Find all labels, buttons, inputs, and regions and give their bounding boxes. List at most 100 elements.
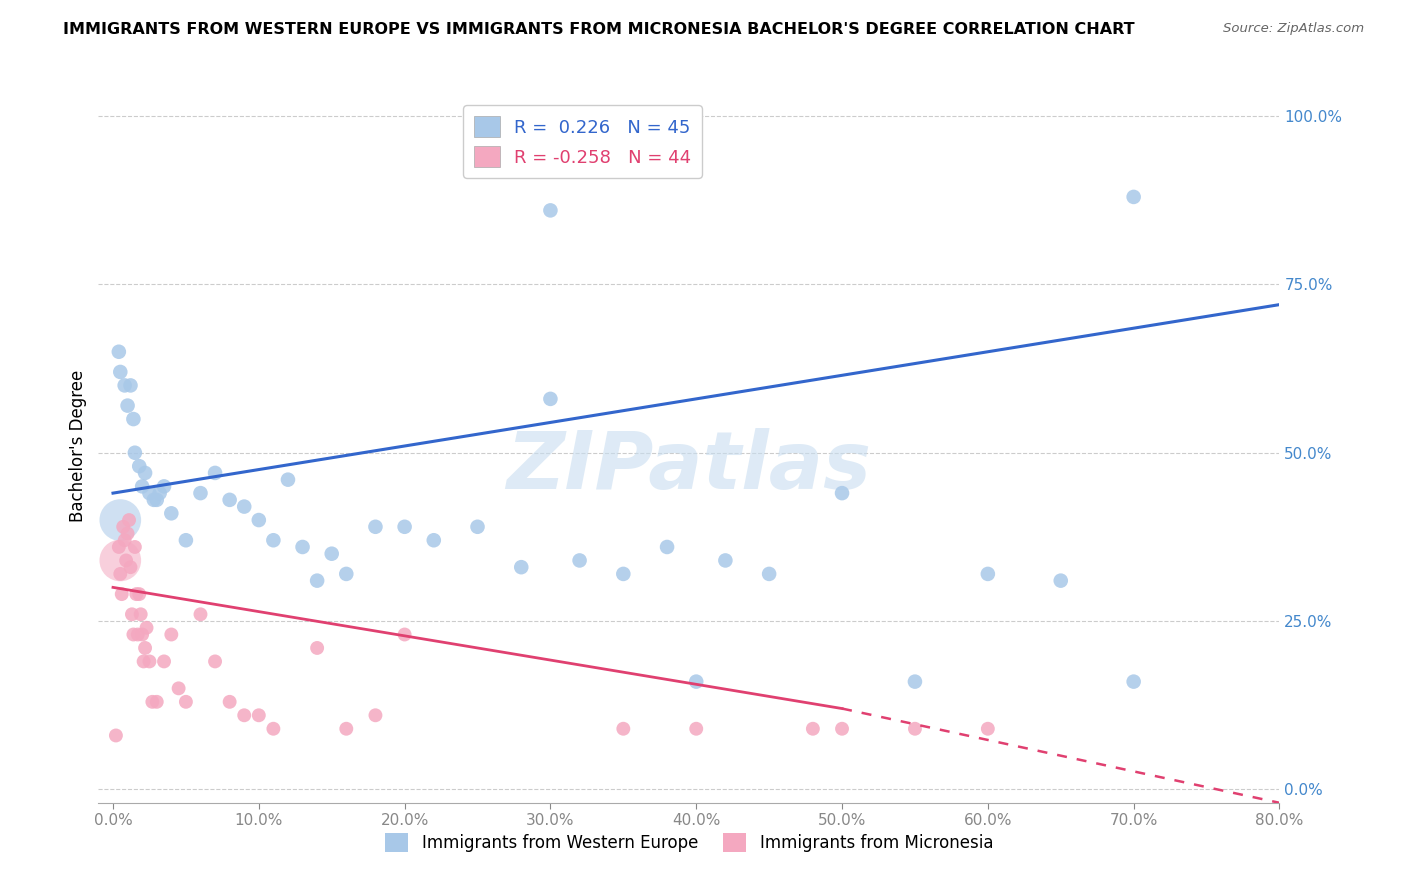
Point [190,607,212,622]
Point [627,109,650,123]
Point [321,547,343,561]
Point [129,607,152,622]
Point [138,655,160,669]
Point [117,526,139,541]
Point [110,365,132,379]
Point [335,722,357,736]
Point [233,500,256,514]
Point [364,520,387,534]
Point [977,722,1000,736]
Point [204,655,226,669]
Point [467,520,489,534]
Point [124,540,146,554]
Point [174,533,197,548]
Point [149,486,172,500]
Point [128,587,150,601]
Point [218,492,240,507]
Point [685,722,707,736]
Point [121,607,143,622]
Point [247,513,270,527]
Point [307,574,329,588]
Point [141,695,163,709]
Point [977,566,1000,581]
Point [160,627,183,641]
Point [335,566,357,581]
Point [117,399,139,413]
Point [291,540,314,554]
Y-axis label: Bachelor's Degree: Bachelor's Degree [69,370,87,522]
Point [364,708,387,723]
Point [218,695,240,709]
Point [120,560,142,574]
Point [110,553,132,567]
Point [831,722,853,736]
Point [641,116,664,130]
Point [114,378,136,392]
Point [394,627,416,641]
Point [174,695,197,709]
Point [110,566,132,581]
Point [247,708,270,723]
Point [112,520,135,534]
Point [904,722,927,736]
Text: ZIPatlas: ZIPatlas [506,428,872,507]
Point [394,520,416,534]
Point [118,513,141,527]
Point [122,412,145,426]
Point [167,681,190,696]
Point [142,492,165,507]
Point [131,627,153,641]
Point [145,492,167,507]
Point [831,486,853,500]
Point [262,533,284,548]
Point [124,446,146,460]
Point [138,486,160,500]
Text: IMMIGRANTS FROM WESTERN EUROPE VS IMMIGRANTS FROM MICRONESIA BACHELOR'S DEGREE C: IMMIGRANTS FROM WESTERN EUROPE VS IMMIGR… [63,22,1135,37]
Point [612,722,634,736]
Point [114,533,136,548]
Point [262,722,284,736]
Point [307,640,329,655]
Point [131,479,153,493]
Point [125,587,148,601]
Point [1049,574,1071,588]
Point [120,378,142,392]
Point [714,553,737,567]
Point [134,640,156,655]
Point [108,344,131,359]
Point [104,729,127,743]
Legend: Immigrants from Western Europe, Immigrants from Micronesia: Immigrants from Western Europe, Immigran… [378,826,1000,859]
Point [153,655,176,669]
Point [115,553,138,567]
Point [128,459,150,474]
Point [1122,674,1144,689]
Point [190,486,212,500]
Point [145,695,167,709]
Point [132,655,155,669]
Point [904,674,927,689]
Point [153,479,176,493]
Point [758,566,780,581]
Point [655,540,678,554]
Point [233,708,256,723]
Point [1122,190,1144,204]
Point [423,533,446,548]
Point [277,473,299,487]
Point [111,587,134,601]
Point [538,203,561,218]
Point [568,553,591,567]
Point [538,392,561,406]
Point [612,566,634,581]
Point [510,560,533,574]
Point [135,621,157,635]
Point [160,506,183,520]
Point [127,627,149,641]
Point [110,513,132,527]
Point [801,722,824,736]
Point [122,627,145,641]
Text: Source: ZipAtlas.com: Source: ZipAtlas.com [1223,22,1364,36]
Point [685,674,707,689]
Point [134,466,156,480]
Point [108,540,131,554]
Point [204,466,226,480]
